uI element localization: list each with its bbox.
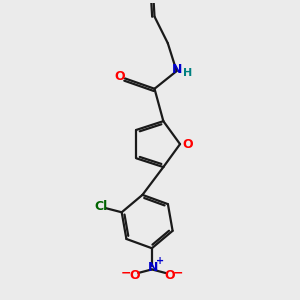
- Text: N: N: [171, 63, 182, 76]
- Text: −: −: [172, 266, 183, 280]
- Text: O: O: [164, 269, 175, 282]
- Text: N: N: [148, 261, 158, 274]
- Text: +: +: [156, 256, 164, 266]
- Text: −: −: [121, 266, 131, 280]
- Text: O: O: [182, 138, 193, 151]
- Text: Cl: Cl: [94, 200, 107, 214]
- Text: O: O: [115, 70, 125, 83]
- Text: H: H: [183, 68, 192, 78]
- Text: O: O: [129, 269, 140, 282]
